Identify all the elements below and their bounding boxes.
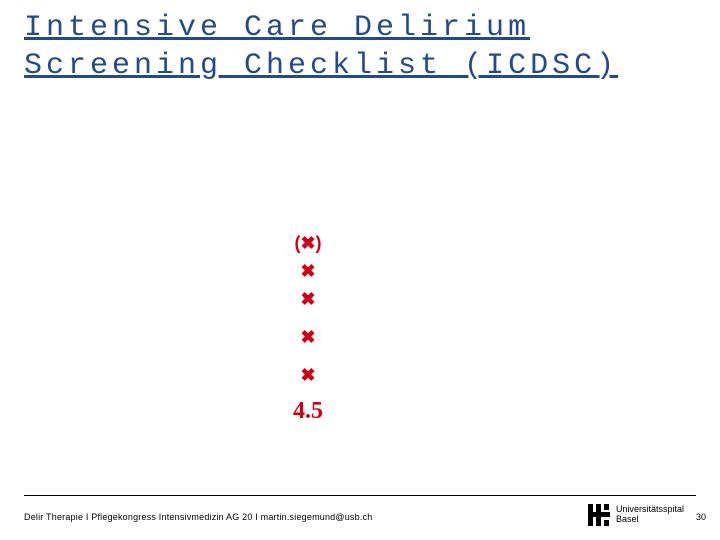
footer-text: Delir Therapie I Pflegekongress Intensiv… (24, 512, 372, 522)
logo-line-2: Basel (616, 515, 684, 525)
mark-4: ✖ (288, 324, 328, 352)
mark-gap-2 (288, 352, 328, 362)
mark-1: (✖) (288, 230, 328, 258)
mark-2: ✖ (288, 258, 328, 286)
score-value: 4.5 (288, 393, 328, 430)
page-title: Intensive Care Delirium Screening Checkl… (24, 10, 696, 85)
hospital-logo: Universitätsspital Basel (588, 504, 684, 526)
mark-gap-1 (288, 314, 328, 324)
logo-mark-icon (588, 504, 610, 526)
footer-rule (24, 495, 696, 496)
page-number: 30 (696, 512, 706, 522)
mark-3: ✖ (288, 286, 328, 314)
logo-text: Universitätsspital Basel (616, 505, 684, 525)
mark-5: ✖ (288, 362, 328, 390)
score-marks: (✖) ✖ ✖ ✖ ✖ 4.5 (288, 230, 328, 431)
slide: Intensive Care Delirium Screening Checkl… (0, 0, 720, 540)
